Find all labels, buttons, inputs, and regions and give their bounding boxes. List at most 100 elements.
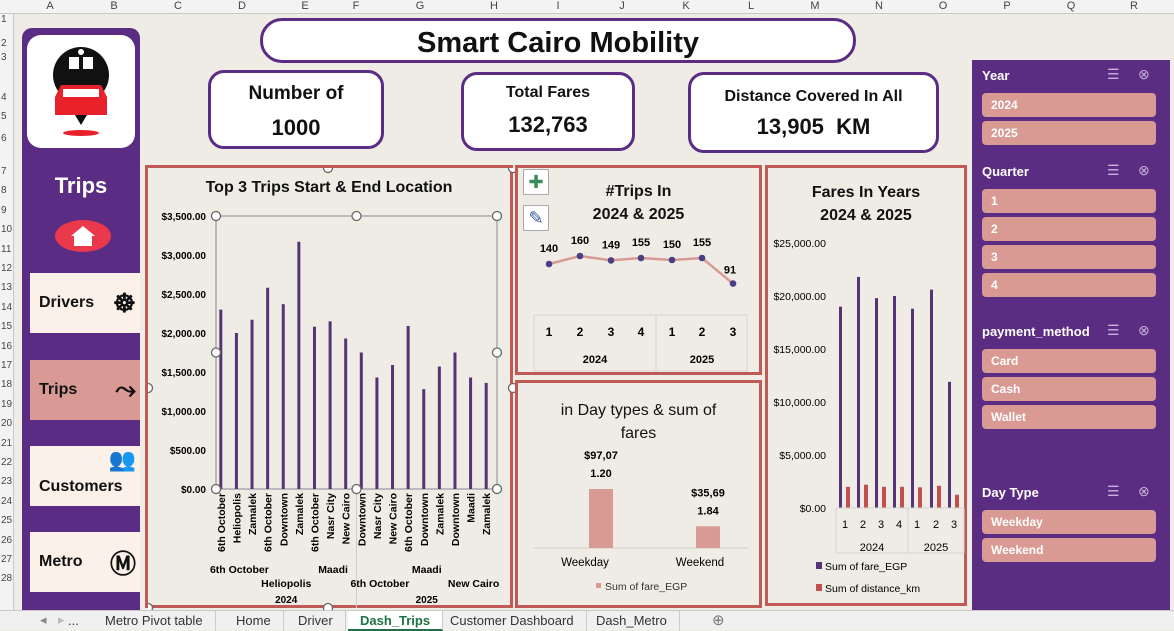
x-category-label: New Cairo: [341, 493, 353, 544]
sidebar: Trips Drivers ☸ Trips ⤳ Customers 👥 Metro Ⓜ: [22, 28, 140, 610]
y-tick-label: $15,000.00: [773, 344, 826, 356]
row-header[interactable]: 13: [1, 282, 13, 294]
sheet-tab-metro-pivot-table[interactable]: Metro Pivot table: [93, 611, 216, 631]
more-tabs-button[interactable]: ...: [68, 613, 79, 628]
column-header[interactable]: J: [619, 0, 625, 12]
column-header[interactable]: K: [682, 0, 690, 12]
column-header[interactable]: L: [747, 0, 755, 12]
slicer-item-2[interactable]: 2: [982, 217, 1156, 241]
multi-select-icon[interactable]: ☰: [1107, 322, 1120, 338]
multi-select-icon[interactable]: ☰: [1107, 66, 1120, 82]
slicer-item-2025[interactable]: 2025: [982, 121, 1156, 145]
top-trips-chart[interactable]: Top 3 Trips Start & End Location $0.00 $5…: [145, 165, 516, 611]
row-header[interactable]: 11: [1, 243, 12, 255]
row-header[interactable]: 6: [1, 133, 7, 144]
row-header[interactable]: 10: [1, 224, 13, 236]
column-header[interactable]: F: [352, 0, 360, 12]
column-header[interactable]: D: [238, 0, 246, 12]
bar: [839, 306, 842, 508]
nav-customers[interactable]: Customers 👥: [30, 446, 140, 506]
column-header[interactable]: A: [46, 0, 54, 12]
column-header[interactable]: N: [875, 0, 883, 12]
add-sheet-icon[interactable]: ⊕: [712, 612, 725, 629]
sheet-tab-dash-metro[interactable]: Dash_Metro: [584, 611, 680, 631]
column-header[interactable]: C: [174, 0, 182, 12]
row-header[interactable]: 27: [1, 554, 13, 565]
clear-filter-icon[interactable]: ⊗: [1138, 162, 1150, 178]
multi-select-icon[interactable]: ☰: [1107, 162, 1120, 178]
column-header[interactable]: I: [556, 0, 560, 12]
column-header[interactable]: Q: [1066, 0, 1076, 12]
nav-metro[interactable]: Metro Ⓜ: [30, 532, 140, 592]
row-header[interactable]: 7: [1, 166, 7, 177]
y-tick-label: $1,500.00: [162, 368, 207, 379]
row-header[interactable]: 26: [1, 534, 13, 546]
row-header[interactable]: 2: [1, 38, 7, 49]
slicer-item-2024[interactable]: 2024: [982, 93, 1156, 117]
column-header[interactable]: M: [810, 0, 820, 12]
row-header[interactable]: 17: [1, 360, 13, 371]
slicer-item-wallet[interactable]: Wallet: [982, 405, 1156, 429]
x-category-label: Maadi: [466, 493, 478, 523]
multi-select-icon[interactable]: ☰: [1107, 483, 1120, 499]
row-header[interactable]: 23: [1, 476, 13, 488]
fares-in-years-chart[interactable]: Fares In Years 2024 & 2025 $0.00 $5,000.00…: [765, 165, 967, 606]
bar: [900, 486, 904, 508]
scroll-tabs-left-icon[interactable]: ◂: [40, 612, 47, 627]
row-header[interactable]: 19: [1, 398, 13, 410]
row-header[interactable]: 21: [1, 437, 13, 449]
day-type-fares-chart[interactable]: in Day types & sum of fares $97,07 1.20 Wee…: [515, 380, 762, 608]
chart-elements-button[interactable]: ✚: [523, 169, 549, 195]
title-line: #Trips In: [605, 183, 672, 200]
column-header[interactable]: O: [938, 0, 948, 12]
slicer-item-card[interactable]: Card: [982, 349, 1156, 373]
row-header[interactable]: 4: [1, 92, 7, 103]
slicer-item-weekend[interactable]: Weekend: [982, 538, 1156, 562]
sheet-tab-home[interactable]: Home: [224, 611, 284, 631]
clear-filter-icon[interactable]: ⊗: [1138, 66, 1150, 82]
bar: [297, 241, 301, 489]
scroll-tabs-right-icon[interactable]: ▸: [58, 612, 65, 627]
row-header[interactable]: 9: [1, 204, 7, 216]
slicer-item-weekday[interactable]: Weekday: [982, 510, 1156, 534]
sheet-tab-customer-dashboard[interactable]: Customer Dashboard: [438, 611, 587, 631]
data-label: 155: [632, 237, 650, 249]
sheet-tab-driver[interactable]: Driver: [286, 611, 346, 631]
nav-trips[interactable]: Trips ⤳: [30, 360, 140, 420]
clear-filter-icon[interactable]: ⊗: [1138, 483, 1150, 499]
column-header[interactable]: P: [1003, 0, 1011, 12]
title-line: 2024 & 2025: [592, 206, 685, 223]
row-header[interactable]: 15: [1, 321, 13, 333]
column-header[interactable]: G: [415, 0, 425, 12]
home-button[interactable]: [55, 220, 111, 252]
nav-label: Metro: [39, 553, 83, 570]
column-header[interactable]: H: [490, 0, 498, 12]
row-header[interactable]: 22: [1, 457, 13, 468]
slicer-item-label: 2025: [991, 126, 1018, 140]
slicer-item-cash[interactable]: Cash: [982, 377, 1156, 401]
column-header[interactable]: R: [1130, 0, 1138, 12]
row-header[interactable]: 28: [1, 573, 13, 585]
x-year-label: 2025: [690, 354, 714, 366]
slicer-item-1[interactable]: 1: [982, 189, 1156, 213]
column-header[interactable]: B: [110, 0, 118, 12]
row-header[interactable]: 20: [1, 418, 13, 430]
row-header[interactable]: 16: [1, 340, 13, 352]
row-header[interactable]: 1: [1, 14, 7, 25]
trips-per-quarter-chart[interactable]: #Trips In 2024 & 2025 140 160 149 155 150 155 9…: [515, 165, 762, 375]
clear-filter-icon[interactable]: ⊗: [1138, 322, 1150, 338]
row-header[interactable]: 25: [1, 515, 13, 527]
row-header[interactable]: 3: [1, 52, 7, 63]
sheet-tab-dash-trips[interactable]: Dash_Trips: [348, 611, 444, 631]
row-header[interactable]: 18: [1, 379, 13, 391]
row-header[interactable]: 14: [1, 301, 13, 313]
row-header[interactable]: 5: [1, 111, 7, 122]
slicer-item-4[interactable]: 4: [982, 273, 1156, 297]
row-header[interactable]: 24: [1, 495, 13, 507]
row-header[interactable]: 8: [1, 185, 7, 197]
nav-drivers[interactable]: Drivers ☸: [30, 273, 140, 333]
row-header[interactable]: 12: [1, 263, 13, 274]
chart-styles-brush-icon[interactable]: ✎: [523, 205, 549, 231]
slicer-item-3[interactable]: 3: [982, 245, 1156, 269]
column-header[interactable]: E: [301, 0, 309, 12]
